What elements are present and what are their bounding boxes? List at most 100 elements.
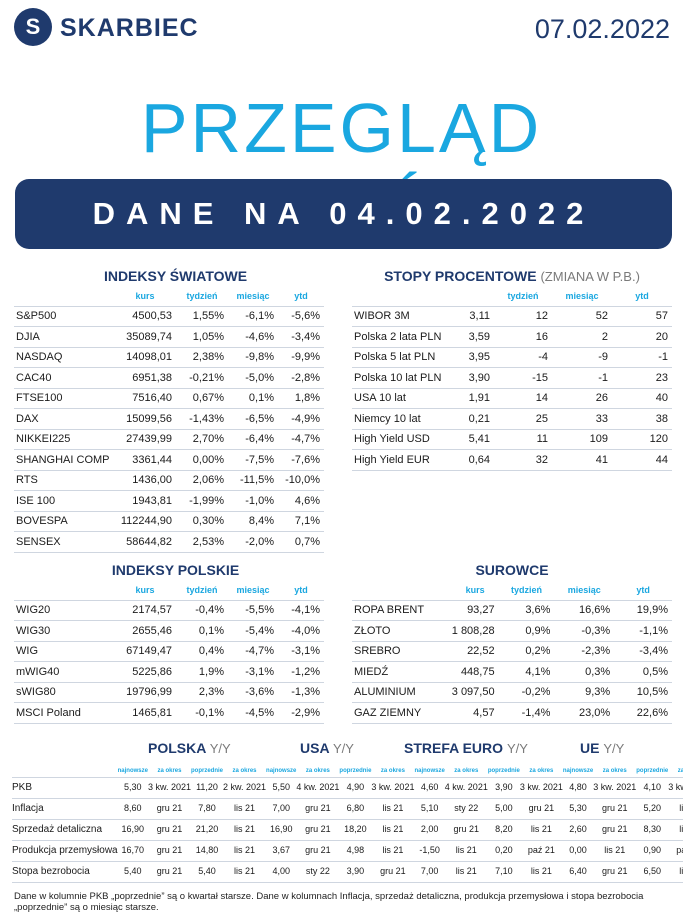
cell-value: 52 xyxy=(552,305,612,327)
cell-value: lis 21 xyxy=(223,840,267,862)
column-header: miesiąc xyxy=(236,290,270,301)
cell-value: gru 21 xyxy=(147,861,191,883)
cell-value: -3,1% xyxy=(278,641,324,662)
cell-value: 21,20 xyxy=(190,819,223,841)
cell-value: 16,90 xyxy=(266,819,297,841)
cell-value: 4 kw. 2021 xyxy=(444,776,488,799)
cell-value: 5,30 xyxy=(117,776,148,799)
cell-value: 5,50 xyxy=(266,776,297,799)
cell-value: 5,40 xyxy=(190,861,223,883)
cell-value: 27439,99 xyxy=(114,429,176,450)
column-header: tydzień xyxy=(510,584,542,595)
cell-value: -5,0% xyxy=(228,367,278,389)
cell-value: 22,52 xyxy=(451,641,499,662)
cell-value: 7,1% xyxy=(278,511,324,532)
cell-value: 4,1% xyxy=(498,661,555,683)
table-indeksy-swiatowe: kurs tydzień miesiąc ytd S&P500 4500,53 1,55% -… xyxy=(14,286,324,553)
cell-value: 67149,47 xyxy=(114,641,176,662)
cell-value: -2,0% xyxy=(228,531,278,553)
table-row: MIEDŹ 448,75 4,1% 0,3% 0,5% xyxy=(352,661,672,683)
cell-value: 1943,81 xyxy=(114,490,176,512)
cell-value: gru 21 xyxy=(593,861,637,883)
cell-value: 33 xyxy=(552,408,612,430)
column-header: miesiąc xyxy=(236,584,270,595)
cell-value: 3,90 xyxy=(487,776,520,799)
cell-value: 4,57 xyxy=(451,702,499,724)
header-row: tydzień miesiąc ytd xyxy=(352,286,672,306)
column-header: ytd xyxy=(635,290,649,301)
cell-value: 0,1% xyxy=(228,388,278,409)
table-stopy-procentowe: tydzień miesiąc ytd WIBOR 3M 3,11 12 52 57 Polsk… xyxy=(352,286,672,471)
cell-value: -0,21% xyxy=(176,367,228,389)
cell-value: 1465,81 xyxy=(114,702,176,724)
sub-column-header: poprzednie xyxy=(190,767,223,774)
cell-value: 1 808,28 xyxy=(451,620,499,642)
region-usa: USA Y/Y xyxy=(300,740,354,756)
brand-name: SKARBIEC xyxy=(60,14,199,42)
cell-value: 2 kw. 2021 xyxy=(223,776,267,799)
table-row: Produkcja przemysłowa 16,70 gru 21 14,80 lis… xyxy=(12,840,683,862)
column-header xyxy=(452,286,494,306)
table-macro: najnowsze za okres poprzednie za okres najno… xyxy=(12,765,683,883)
section-title-surowce: SUROWCE xyxy=(475,562,549,578)
cell-value: 6951,38 xyxy=(114,367,176,389)
table-row: ROPA BRENT 93,27 3,6% 16,6% 19,9% xyxy=(352,599,672,621)
cell-value: 8,60 xyxy=(117,798,148,820)
cell-value: -3,4% xyxy=(614,641,672,662)
cell-value: 41 xyxy=(552,449,612,471)
cell-value: gru 21 xyxy=(371,861,415,883)
cell-value: 10,5% xyxy=(614,682,672,703)
row-label: WIG xyxy=(14,641,114,662)
sub-column-header: poprzednie xyxy=(487,767,520,774)
cell-value: 3,67 xyxy=(266,840,297,862)
cell-value: paź 21 xyxy=(668,840,683,862)
cell-value: lis 21 xyxy=(444,861,488,883)
cell-value: 0,4% xyxy=(176,641,228,662)
cell-value: 15099,56 xyxy=(114,408,176,430)
column-header: kurs xyxy=(135,584,155,595)
row-label: Inflacja xyxy=(12,798,118,820)
cell-value: -1,50 xyxy=(414,840,445,862)
cell-value: -4,0% xyxy=(278,620,324,642)
cell-value: 2,06% xyxy=(176,470,228,491)
cell-value: lis 21 xyxy=(223,819,267,841)
row-label: MIEDŹ xyxy=(352,661,452,683)
cell-value: 3 kw. 2021 xyxy=(519,776,563,799)
cell-value: 40 xyxy=(612,388,672,409)
cell-value: gru 21 xyxy=(147,819,191,841)
table-row: NASDAQ 14098,01 2,38% -9,8% -9,9% xyxy=(14,347,324,368)
header-row: kurs tydzień miesiąc ytd xyxy=(14,286,324,306)
cell-value: 35089,74 xyxy=(114,326,176,348)
table-row: WIG 67149,47 0,4% -4,7% -3,1% xyxy=(14,641,324,662)
date-banner: DANE NA 04.02.2022 xyxy=(15,179,672,249)
subheader-row: najnowsze za okres poprzednie za okres najno… xyxy=(12,765,683,777)
cell-value: 23 xyxy=(612,367,672,389)
cell-value: -0,4% xyxy=(176,599,228,621)
cell-value: 19796,99 xyxy=(114,682,176,703)
table-row: DJIA 35089,74 1,05% -4,6% -3,4% xyxy=(14,326,324,348)
cell-value: -4,6% xyxy=(228,326,278,348)
header-date: 07.02.2022 xyxy=(534,14,670,44)
cell-value: 2,53% xyxy=(176,531,228,553)
cell-value: -2,9% xyxy=(278,702,324,724)
cell-value: 448,75 xyxy=(451,661,499,683)
cell-value: -4 xyxy=(494,347,552,368)
cell-value: 2174,57 xyxy=(114,599,176,621)
cell-value: 1436,00 xyxy=(114,470,176,491)
cell-value: 5,30 xyxy=(562,798,594,820)
column-header: ytd xyxy=(636,584,650,595)
cell-value: 3,6% xyxy=(498,599,555,621)
cell-value: 1,8% xyxy=(278,388,324,409)
cell-value: 5,10 xyxy=(414,798,445,820)
cell-value: -9,9% xyxy=(278,347,324,368)
row-label: Polska 2 lata PLN xyxy=(352,326,452,348)
table-row: SHANGHAI COMP 3361,44 0,00% -7,5% -7,6% xyxy=(14,449,324,471)
cell-value: 7,10 xyxy=(487,861,520,883)
cell-value: gru 21 xyxy=(444,819,488,841)
cell-value: 0,30% xyxy=(176,511,228,532)
cell-value: 4,10 xyxy=(636,776,669,799)
cell-value: 0,7% xyxy=(278,531,324,553)
table-row: Polska 2 lata PLN 3,59 16 2 20 xyxy=(352,326,672,348)
sub-column-header: poprzednie xyxy=(636,767,669,774)
cell-value: -4,5% xyxy=(228,702,278,724)
